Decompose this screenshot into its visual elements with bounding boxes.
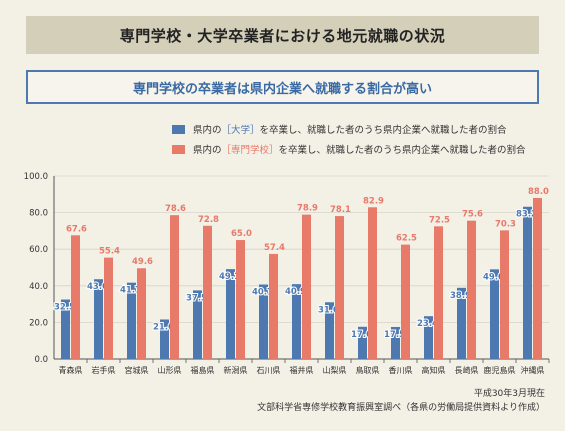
y-tick-label: 20.0 [29,318,48,328]
subtitle-banner: 専門学校の卒業者は県内企業へ就職する割合が高い [26,70,539,104]
data-label-university: 43.6 [87,282,108,292]
bar-vocational [434,226,443,359]
legend-pre: 県内の [193,145,222,156]
category-label: 長崎県 [455,365,479,375]
bar-vocational [104,257,113,359]
data-label-vocational: 62.5 [396,234,417,244]
bar-university [424,316,433,359]
y-tick-label: 60.0 [29,245,48,255]
bar-university [490,269,499,359]
bar-vocational [467,220,476,359]
legend-highlight: ［専門学校］ [221,145,279,156]
page-title: 専門学校・大学卒業者における地元就職の状況 [26,16,539,54]
legend-item-university: 県内の ［大学］ を卒業し、就職した者のうち県内企業へ就職した者の割合 [172,122,526,136]
bar-vocational [335,216,344,359]
data-label-university: 17.5 [384,330,405,340]
data-label-vocational: 88.0 [528,187,549,197]
bar-vocational [269,253,278,359]
data-label-university: 31.0 [318,305,339,315]
data-label-vocational: 55.4 [99,247,120,257]
bar-university [61,299,70,359]
data-label-university: 21.6 [153,322,174,332]
data-label-university: 17.6 [351,330,372,340]
data-label-vocational: 75.6 [462,210,483,220]
category-label: 山形県 [158,365,182,375]
bar-vocational [203,225,212,359]
data-label-vocational: 72.8 [198,215,219,225]
category-label: 鹿児島県 [484,365,516,375]
category-label: 沖縄県 [521,365,545,375]
bar-vocational [500,230,509,359]
legend-post: を卒業し、就職した者のうち県内企業へ就職した者の割合 [278,145,526,156]
category-label: 福井県 [290,365,314,375]
bar-university [292,284,301,359]
bar-university [391,326,400,359]
data-label-university: 40.7 [252,288,273,298]
data-label-vocational: 78.6 [165,204,186,214]
legend-post: を卒業し、就職した者のうち県内企業へ就職した者の割合 [259,125,507,136]
legend: 県内の ［大学］ を卒業し、就職した者のうち県内企業へ就職した者の割合 県内の ［専門… [172,122,526,162]
bar-university [358,326,367,359]
bar-vocational [170,215,179,359]
y-tick-label: 40.0 [29,282,48,292]
data-label-university: 32.5 [54,303,75,313]
data-label-university: 83.2 [516,210,537,220]
category-label: 青森県 [59,365,83,375]
legend-item-vocational: 県内の ［専門学校］ を卒業し、就職した者のうち県内企業へ就職した者の割合 [172,142,526,156]
bar-vocational [368,207,377,359]
data-label-vocational: 70.3 [495,219,516,229]
data-label-university: 38.9 [450,291,471,301]
category-label: 高知県 [422,365,446,375]
bar-university [259,284,268,359]
category-label: 香川県 [389,365,413,375]
legend-pre: 県内の [193,125,222,136]
data-label-university: 37.5 [186,293,207,303]
data-label-university: 23.4 [417,319,438,329]
data-label-university: 49.1 [219,272,240,282]
category-label: 鳥取県 [356,365,380,375]
footnote-date: 平成30年3月現在 [473,389,545,399]
category-label: 新潟県 [224,365,248,375]
data-label-vocational: 57.4 [264,243,285,253]
category-label: 福島県 [191,365,215,375]
bar-university [193,290,202,359]
bar-university [94,279,103,359]
footnote: 平成30年3月現在 文部科学省専修学校教育振興室調べ（各県の労働局提供資料より作… [257,387,545,415]
bar-university [325,302,334,359]
category-label: 石川県 [257,366,281,375]
bar-vocational [236,240,245,359]
data-label-vocational: 49.6 [132,257,153,267]
y-tick-label: 0.0 [34,355,48,365]
data-label-university: 41.7 [120,286,141,296]
data-label-vocational: 65.0 [231,229,252,239]
data-label-university: 40.9 [285,287,306,297]
category-label: 宮城県 [125,365,149,375]
bar-vocational [137,268,146,359]
legend-swatch-university [172,124,185,134]
bar-vocational [533,197,542,359]
bar-university [226,269,235,359]
bar-vocational [401,244,410,359]
legend-swatch-vocational [172,144,185,154]
bar-vocational [71,235,80,359]
bar-university [127,282,136,359]
data-label-vocational: 82.9 [363,196,384,206]
bar-vocational [302,214,311,359]
bar-university [523,206,532,359]
data-label-vocational: 67.6 [66,224,87,234]
bar-university [160,319,169,359]
data-label-university: 49.0 [483,272,504,282]
category-label: 山梨県 [323,365,347,375]
data-label-vocational: 78.1 [330,205,351,215]
footnote-source: 文部科学省専修学校教育振興室調べ（各県の労働局提供資料より作成） [257,403,545,413]
legend-highlight: ［大学］ [221,125,260,136]
y-tick-label: 100.0 [24,172,48,182]
data-label-vocational: 78.9 [297,204,318,214]
bar-university [457,287,466,359]
data-label-vocational: 72.5 [429,215,450,225]
category-label: 岩手県 [92,365,116,375]
y-tick-label: 80.0 [29,209,48,219]
